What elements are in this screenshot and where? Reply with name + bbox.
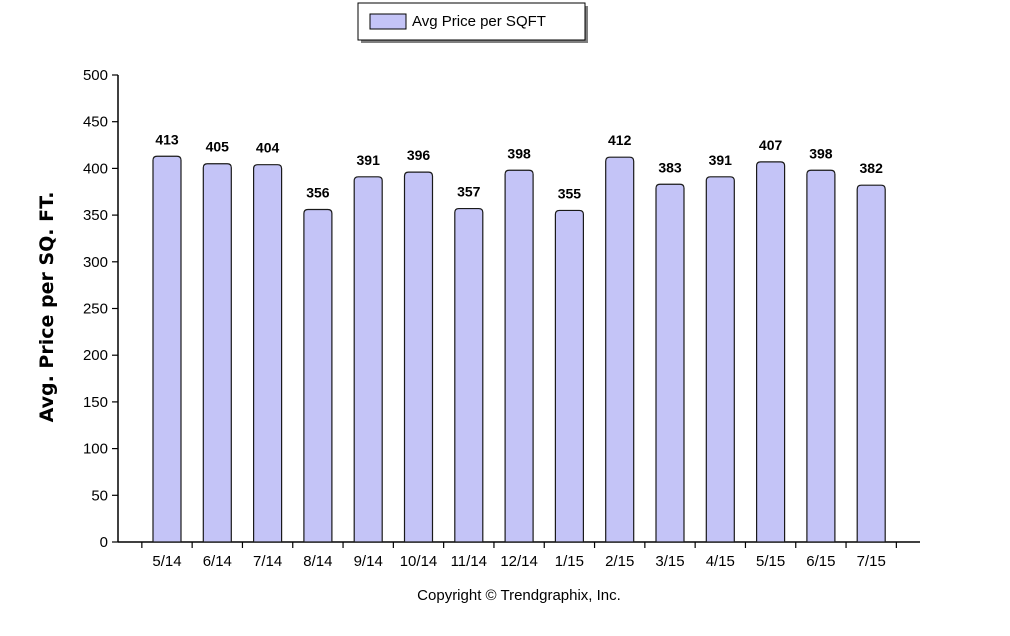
y-tick-label: 400 <box>83 160 108 177</box>
bar <box>806 169 836 543</box>
bar <box>353 176 383 543</box>
x-tick-label: 6/14 <box>203 553 232 570</box>
data-label: 391 <box>357 152 381 168</box>
bar <box>303 208 333 543</box>
data-label: 382 <box>860 160 884 176</box>
y-tick-label: 300 <box>83 254 108 271</box>
data-label: 356 <box>306 184 330 200</box>
data-label: 407 <box>759 137 783 153</box>
x-tick-label: 7/15 <box>857 553 886 570</box>
data-label: 413 <box>155 131 179 147</box>
y-tick-label: 350 <box>83 207 108 224</box>
x-tick-label: 12/14 <box>500 553 538 570</box>
data-labels: 413 405 404 356 391 396 357 398 355 412 383 391 407 3… <box>155 131 883 201</box>
x-tick-label: 1/15 <box>555 553 584 570</box>
x-tick-label: 7/14 <box>253 553 282 570</box>
data-label: 357 <box>457 184 481 200</box>
x-tick-label: 5/14 <box>152 553 181 570</box>
x-tick-label: 4/15 <box>706 553 735 570</box>
x-tick-label: 3/15 <box>655 553 684 570</box>
y-tick-label: 100 <box>83 441 108 458</box>
y-tick-label: 50 <box>91 487 108 504</box>
x-ticks: 5/14 6/14 7/14 8/14 9/14 10/14 11/14 12/14 1/15 2… <box>141 542 897 570</box>
x-tick-label: 10/14 <box>400 553 438 570</box>
data-label: 412 <box>608 132 632 148</box>
bar <box>454 207 484 543</box>
legend-swatch <box>369 13 407 30</box>
bar <box>705 176 735 543</box>
x-tick-label: 9/14 <box>354 553 383 570</box>
bars <box>152 155 886 543</box>
bar <box>605 156 635 543</box>
y-tick-label: 450 <box>83 114 108 131</box>
data-label: 405 <box>206 139 230 155</box>
bar <box>856 184 886 543</box>
data-label: 355 <box>558 185 582 201</box>
y-axis-title: Avg. Price per SQ. FT. <box>36 192 58 423</box>
copyright-text: Copyright © Trendgraphix, Inc. <box>417 587 621 604</box>
bar <box>152 155 182 543</box>
bar <box>202 163 232 543</box>
y-tick-label: 200 <box>83 347 108 364</box>
y-tick-label: 500 <box>83 67 108 84</box>
bar <box>403 171 434 543</box>
x-tick-label: 8/14 <box>303 553 332 570</box>
bar <box>655 183 685 543</box>
data-label: 398 <box>809 145 833 161</box>
x-tick-label: 2/15 <box>605 553 634 570</box>
x-tick-label: 11/14 <box>451 553 487 570</box>
data-label: 391 <box>709 152 733 168</box>
data-label: 398 <box>507 145 531 161</box>
legend-label: Avg Price per SQFT <box>412 13 546 30</box>
bar <box>554 209 584 543</box>
x-tick-label: 6/15 <box>806 553 835 570</box>
data-label: 404 <box>256 140 280 156</box>
legend: Avg Price per SQFT <box>357 2 588 43</box>
bar <box>504 169 534 543</box>
y-tick-label: 150 <box>83 394 108 411</box>
y-tick-label: 0 <box>100 534 108 551</box>
data-label: 383 <box>658 159 682 175</box>
bar <box>756 161 786 543</box>
x-tick-label: 5/15 <box>756 553 785 570</box>
bar <box>253 164 283 543</box>
data-label: 396 <box>407 147 431 163</box>
y-ticks: 0 50 100 150 200 250 300 350 400 450 500 <box>83 67 118 551</box>
y-tick-label: 250 <box>83 301 108 318</box>
